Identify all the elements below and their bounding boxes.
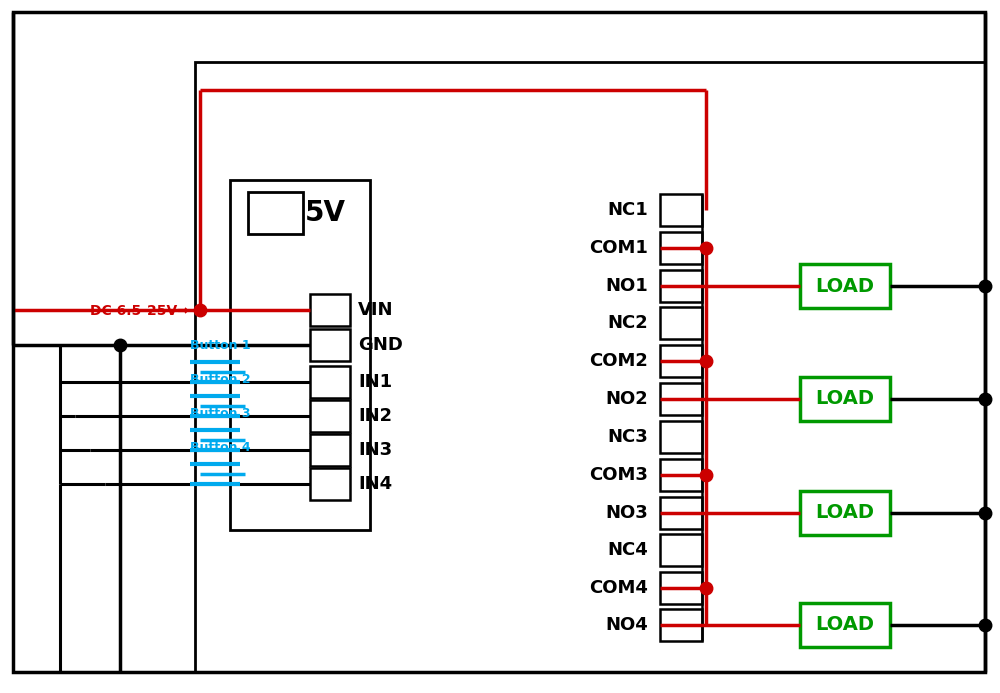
Text: NO3: NO3 (605, 504, 648, 522)
Bar (230, 180, 370, 530)
Text: IN1: IN1 (358, 373, 392, 391)
Bar (248, 192, 303, 234)
Bar (660, 194, 702, 226)
Text: NC1: NC1 (607, 201, 648, 219)
Text: Button 3: Button 3 (190, 407, 250, 420)
Bar (660, 609, 702, 641)
Bar (195, 62, 985, 672)
Text: COM1: COM1 (589, 239, 648, 257)
Bar (660, 307, 702, 339)
Bar (310, 400, 350, 432)
Bar (800, 491, 890, 535)
Bar (660, 421, 702, 453)
Text: DC 6.5-25V⇒: DC 6.5-25V⇒ (90, 304, 189, 318)
Bar (310, 434, 350, 466)
Text: Button 4: Button 4 (190, 441, 250, 454)
Text: NC2: NC2 (607, 314, 648, 332)
Text: LOAD: LOAD (816, 389, 874, 408)
Bar (800, 264, 890, 308)
Text: NO4: NO4 (605, 616, 648, 634)
Bar (660, 270, 702, 302)
Text: IN3: IN3 (358, 441, 392, 459)
Text: COM2: COM2 (589, 352, 648, 370)
Text: 5V: 5V (304, 199, 346, 227)
Text: VIN: VIN (358, 301, 394, 319)
Text: NO2: NO2 (605, 390, 648, 408)
Text: Button 1: Button 1 (190, 339, 250, 352)
Bar (310, 329, 350, 361)
Bar (660, 345, 702, 377)
Bar (660, 497, 702, 529)
Text: IN4: IN4 (358, 475, 392, 493)
Bar (310, 366, 350, 398)
Text: NC4: NC4 (607, 541, 648, 559)
Bar (660, 459, 702, 491)
Bar (800, 603, 890, 647)
Text: NC3: NC3 (607, 428, 648, 446)
Text: LOAD: LOAD (816, 615, 874, 635)
Bar (660, 534, 702, 566)
Bar (660, 572, 702, 604)
Bar (800, 377, 890, 421)
Text: COM3: COM3 (589, 466, 648, 484)
Text: IN2: IN2 (358, 407, 392, 425)
Text: Button 2: Button 2 (190, 373, 250, 386)
Text: GND: GND (358, 336, 403, 354)
Text: LOAD: LOAD (816, 277, 874, 295)
Bar (660, 232, 702, 264)
Text: NO1: NO1 (605, 277, 648, 295)
Bar (660, 383, 702, 415)
Bar (310, 468, 350, 500)
Text: COM4: COM4 (589, 579, 648, 597)
Text: LOAD: LOAD (816, 504, 874, 523)
Bar (310, 294, 350, 326)
